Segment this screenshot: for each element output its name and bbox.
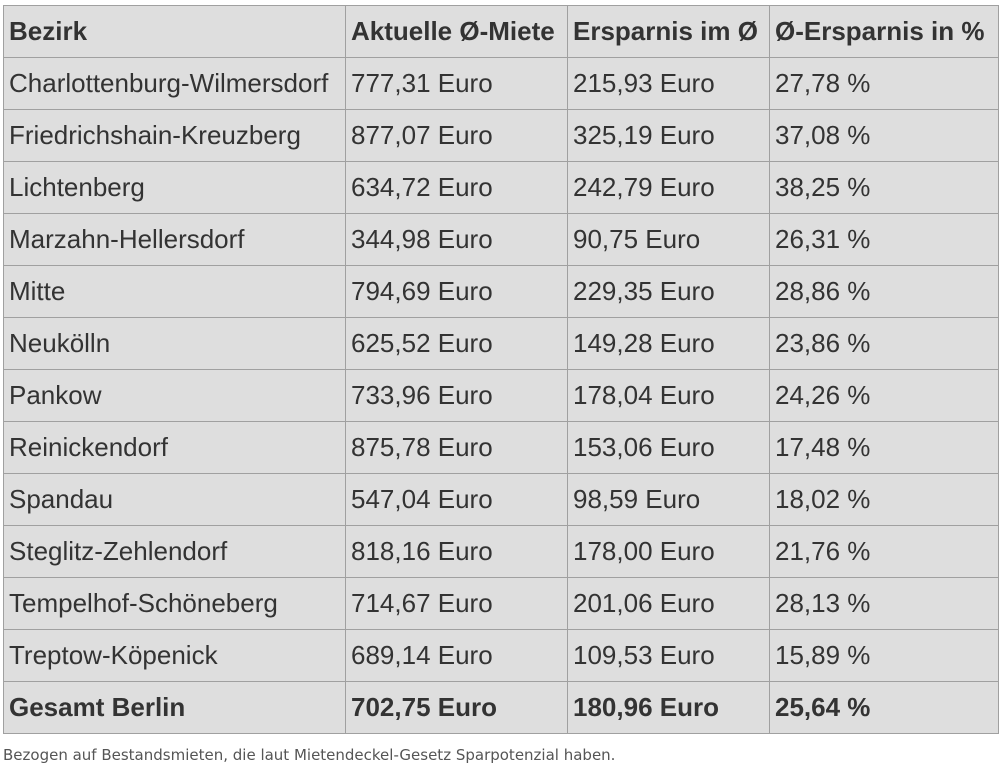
cell-prozent: 28,13 % [769, 577, 999, 630]
header-ersparnis-prozent: Ø-Ersparnis in % [769, 5, 999, 58]
cell-ersparnis: 242,79 Euro [567, 161, 770, 214]
cell-bezirk: Friedrichshain-Kreuzberg [3, 109, 346, 162]
cell-miete: 877,07 Euro [345, 109, 568, 162]
table-row: Spandau 547,04 Euro 98,59 Euro 18,02 % [3, 473, 999, 526]
cell-miete: 714,67 Euro [345, 577, 568, 630]
total-ersparnis: 180,96 Euro [567, 681, 770, 734]
table-row: Treptow-Köpenick 689,14 Euro 109,53 Euro… [3, 629, 999, 682]
table-row: Mitte 794,69 Euro 229,35 Euro 28,86 % [3, 265, 999, 318]
cell-bezirk: Mitte [3, 265, 346, 318]
table-total-row: Gesamt Berlin 702,75 Euro 180,96 Euro 25… [3, 681, 999, 734]
cell-prozent: 26,31 % [769, 213, 999, 266]
cell-prozent: 27,78 % [769, 57, 999, 110]
cell-bezirk: Charlottenburg-Wilmersdorf [3, 57, 346, 110]
cell-miete: 689,14 Euro [345, 629, 568, 682]
cell-miete: 875,78 Euro [345, 421, 568, 474]
cell-ersparnis: 229,35 Euro [567, 265, 770, 318]
table-row: Friedrichshain-Kreuzberg 877,07 Euro 325… [3, 109, 999, 162]
header-bezirk: Bezirk [3, 5, 346, 58]
cell-prozent: 21,76 % [769, 525, 999, 578]
table-row: Neukölln 625,52 Euro 149,28 Euro 23,86 % [3, 317, 999, 370]
cell-miete: 777,31 Euro [345, 57, 568, 110]
cell-ersparnis: 90,75 Euro [567, 213, 770, 266]
cell-bezirk: Lichtenberg [3, 161, 346, 214]
cell-prozent: 23,86 % [769, 317, 999, 370]
cell-miete: 344,98 Euro [345, 213, 568, 266]
cell-bezirk: Marzahn-Hellersdorf [3, 213, 346, 266]
header-ersparnis: Ersparnis im Ø [567, 5, 770, 58]
cell-miete: 818,16 Euro [345, 525, 568, 578]
cell-miete: 547,04 Euro [345, 473, 568, 526]
cell-ersparnis: 98,59 Euro [567, 473, 770, 526]
rent-savings-table: Bezirk Aktuelle Ø-Miete Ersparnis im Ø Ø… [3, 5, 999, 734]
total-bezirk: Gesamt Berlin [3, 681, 346, 734]
table-row: Reinickendorf 875,78 Euro 153,06 Euro 17… [3, 421, 999, 474]
cell-bezirk: Steglitz-Zehlendorf [3, 525, 346, 578]
cell-ersparnis: 178,00 Euro [567, 525, 770, 578]
cell-ersparnis: 178,04 Euro [567, 369, 770, 422]
cell-prozent: 24,26 % [769, 369, 999, 422]
table-row: Steglitz-Zehlendorf 818,16 Euro 178,00 E… [3, 525, 999, 578]
cell-bezirk: Reinickendorf [3, 421, 346, 474]
table-row: Pankow 733,96 Euro 178,04 Euro 24,26 % [3, 369, 999, 422]
header-aktuelle-miete: Aktuelle Ø-Miete [345, 5, 568, 58]
cell-prozent: 17,48 % [769, 421, 999, 474]
cell-ersparnis: 215,93 Euro [567, 57, 770, 110]
table-footnote: Bezogen auf Bestandsmieten, die laut Mie… [3, 746, 616, 764]
cell-bezirk: Pankow [3, 369, 346, 422]
cell-prozent: 28,86 % [769, 265, 999, 318]
cell-miete: 634,72 Euro [345, 161, 568, 214]
total-miete: 702,75 Euro [345, 681, 568, 734]
cell-ersparnis: 201,06 Euro [567, 577, 770, 630]
cell-prozent: 38,25 % [769, 161, 999, 214]
cell-prozent: 37,08 % [769, 109, 999, 162]
total-prozent: 25,64 % [769, 681, 999, 734]
cell-miete: 625,52 Euro [345, 317, 568, 370]
cell-ersparnis: 325,19 Euro [567, 109, 770, 162]
rent-savings-table-container: Bezirk Aktuelle Ø-Miete Ersparnis im Ø Ø… [3, 5, 999, 734]
cell-miete: 794,69 Euro [345, 265, 568, 318]
table-row: Tempelhof-Schöneberg 714,67 Euro 201,06 … [3, 577, 999, 630]
cell-ersparnis: 109,53 Euro [567, 629, 770, 682]
cell-bezirk: Neukölln [3, 317, 346, 370]
table-header-row: Bezirk Aktuelle Ø-Miete Ersparnis im Ø Ø… [3, 5, 999, 58]
cell-ersparnis: 153,06 Euro [567, 421, 770, 474]
cell-bezirk: Treptow-Köpenick [3, 629, 346, 682]
table-row: Marzahn-Hellersdorf 344,98 Euro 90,75 Eu… [3, 213, 999, 266]
cell-prozent: 15,89 % [769, 629, 999, 682]
cell-prozent: 18,02 % [769, 473, 999, 526]
table-row: Lichtenberg 634,72 Euro 242,79 Euro 38,2… [3, 161, 999, 214]
table-row: Charlottenburg-Wilmersdorf 777,31 Euro 2… [3, 57, 999, 110]
cell-bezirk: Spandau [3, 473, 346, 526]
cell-bezirk: Tempelhof-Schöneberg [3, 577, 346, 630]
cell-ersparnis: 149,28 Euro [567, 317, 770, 370]
cell-miete: 733,96 Euro [345, 369, 568, 422]
